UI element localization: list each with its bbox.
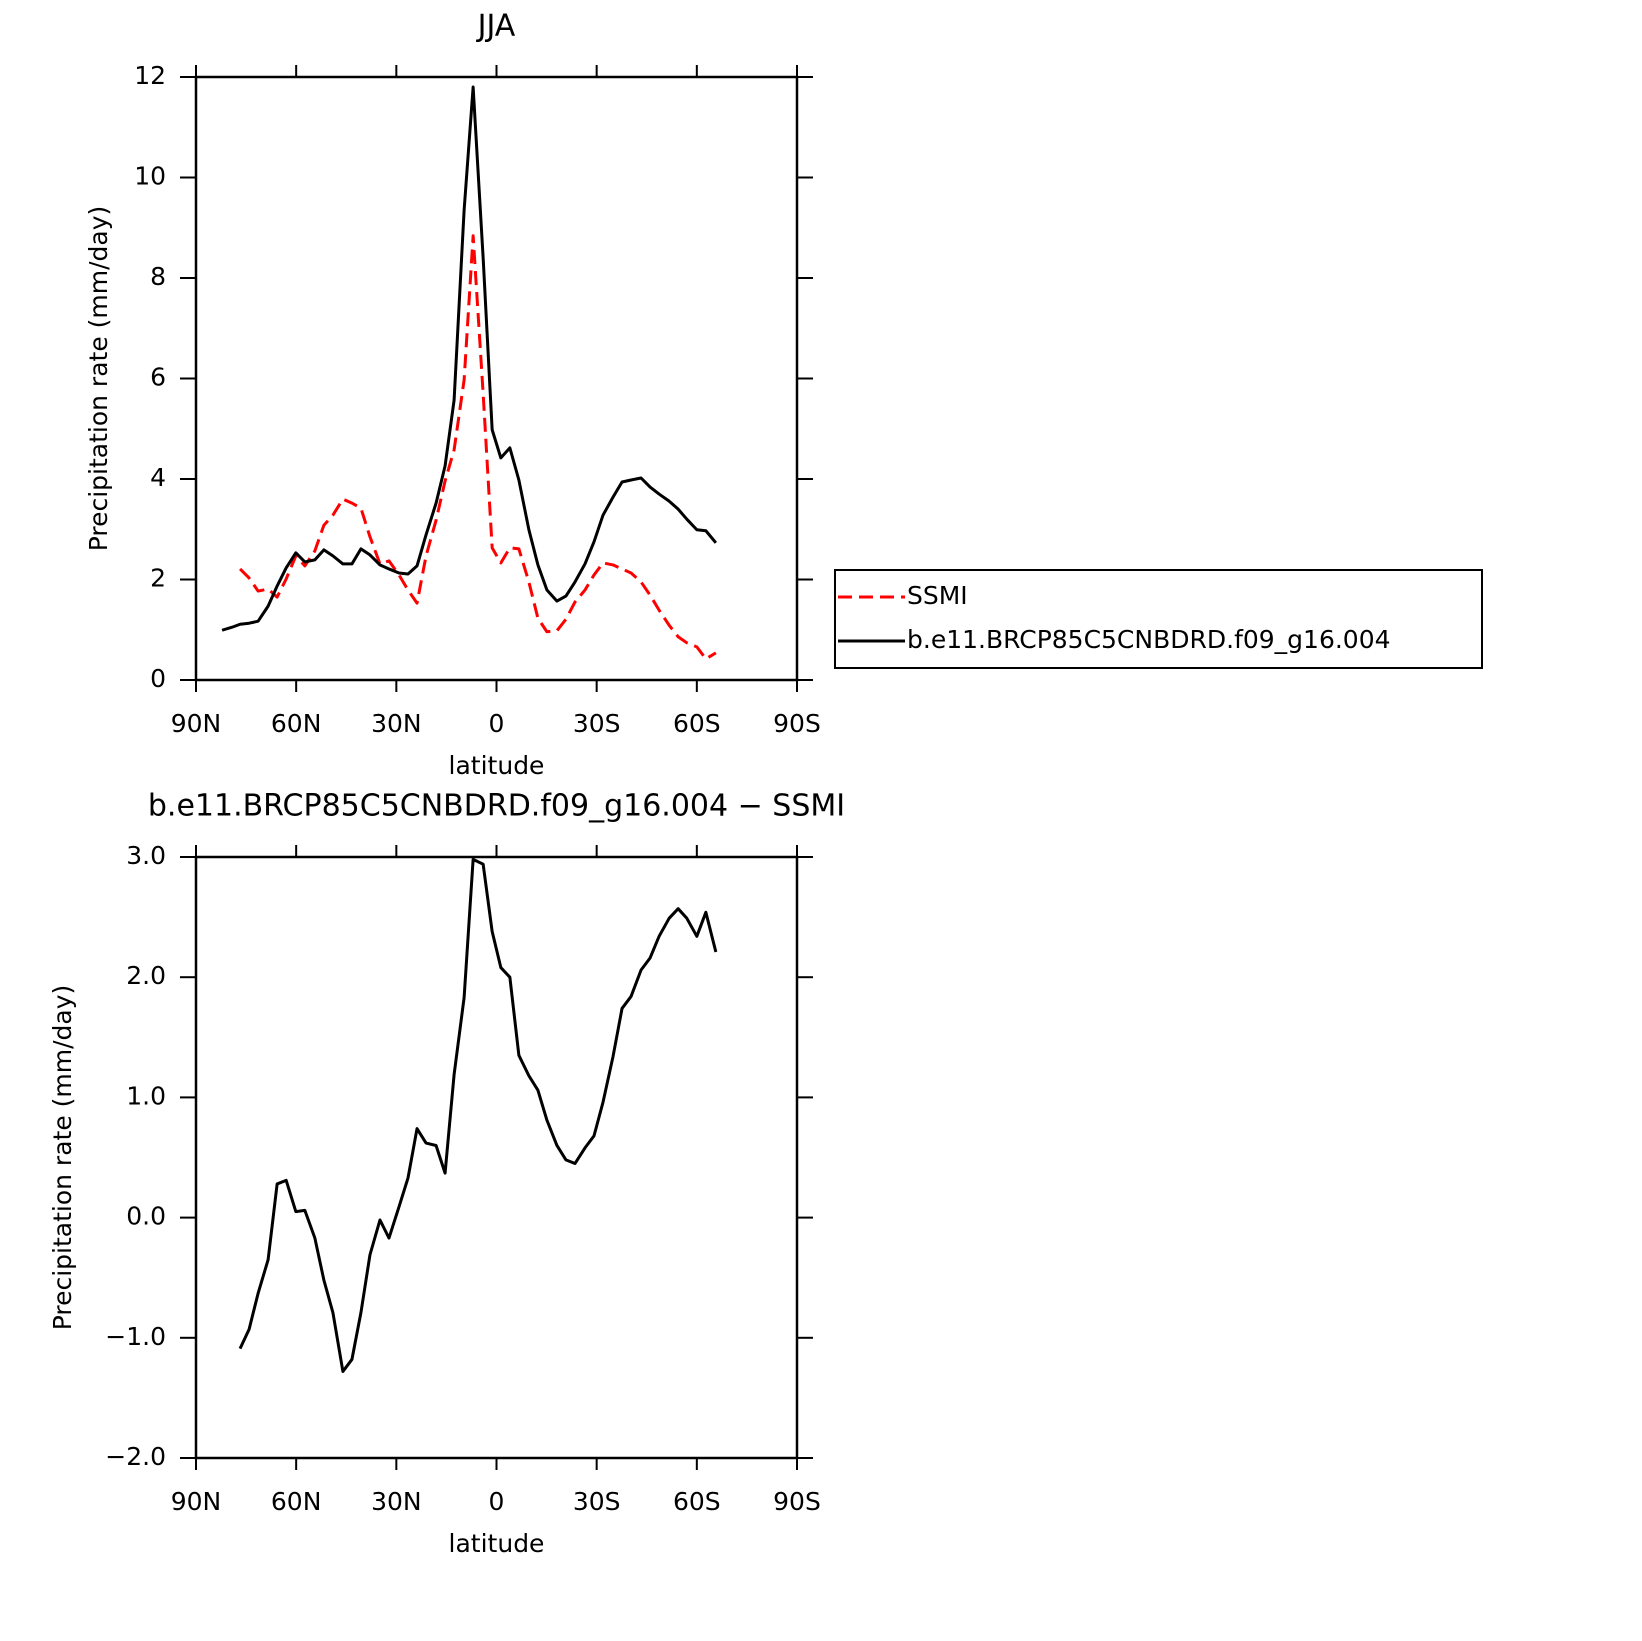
y-tick-label: 6 [150,363,166,392]
y-axis-label: Precipitation rate (mm/day) [84,206,113,552]
x-axis-label: latitude [449,751,545,780]
y-tick-label: −1.0 [105,1322,166,1351]
y-tick-label: 4 [150,463,166,492]
y-tick-label: 3.0 [126,841,166,870]
x-tick-label: 90S [773,1487,821,1516]
x-tick-label: 90N [171,709,222,738]
y-tick-label: 12 [134,61,166,90]
x-tick-label: 0 [489,1487,505,1516]
x-tick-label: 60N [271,709,322,738]
y-tick-label: 8 [150,262,166,291]
x-tick-label: 60S [673,709,721,738]
x-tick-label: 60S [673,1487,721,1516]
plot-frame [194,75,799,682]
x-tick-label: 30N [371,1487,422,1516]
y-tick-label: 2.0 [126,961,166,990]
y-tick-label: 0.0 [126,1202,166,1231]
chart-title: b.e11.BRCP85C5CNBDRD.f09_g16.004 − SSMI [148,789,845,824]
data-line [221,85,718,632]
y-tick-label: 0 [150,664,166,693]
x-tick-label: 0 [489,709,505,738]
x-tick-label: 30S [573,709,621,738]
legend-label: b.e11.BRCP85C5CNBDRD.f09_g16.004 [907,625,1391,654]
plot-frame [194,855,799,1460]
x-tick-label: 90N [171,1487,222,1516]
x-axis-label: latitude [449,1529,545,1558]
y-tick-label: 2 [150,564,166,593]
x-tick-label: 30N [371,709,422,738]
chart-title: JJA [476,9,516,44]
y-axis-label: Precipitation rate (mm/day) [48,985,77,1331]
y-tick-label: −2.0 [105,1442,166,1471]
x-tick-label: 60N [271,1487,322,1516]
x-tick-label: 90S [773,709,821,738]
y-tick-label: 10 [134,162,166,191]
legend-label: SSMI [907,581,968,610]
legend-box [834,569,1483,669]
x-tick-label: 30S [573,1487,621,1516]
data-line [238,857,718,1373]
y-tick-label: 1.0 [126,1081,166,1110]
data-line [239,234,717,661]
